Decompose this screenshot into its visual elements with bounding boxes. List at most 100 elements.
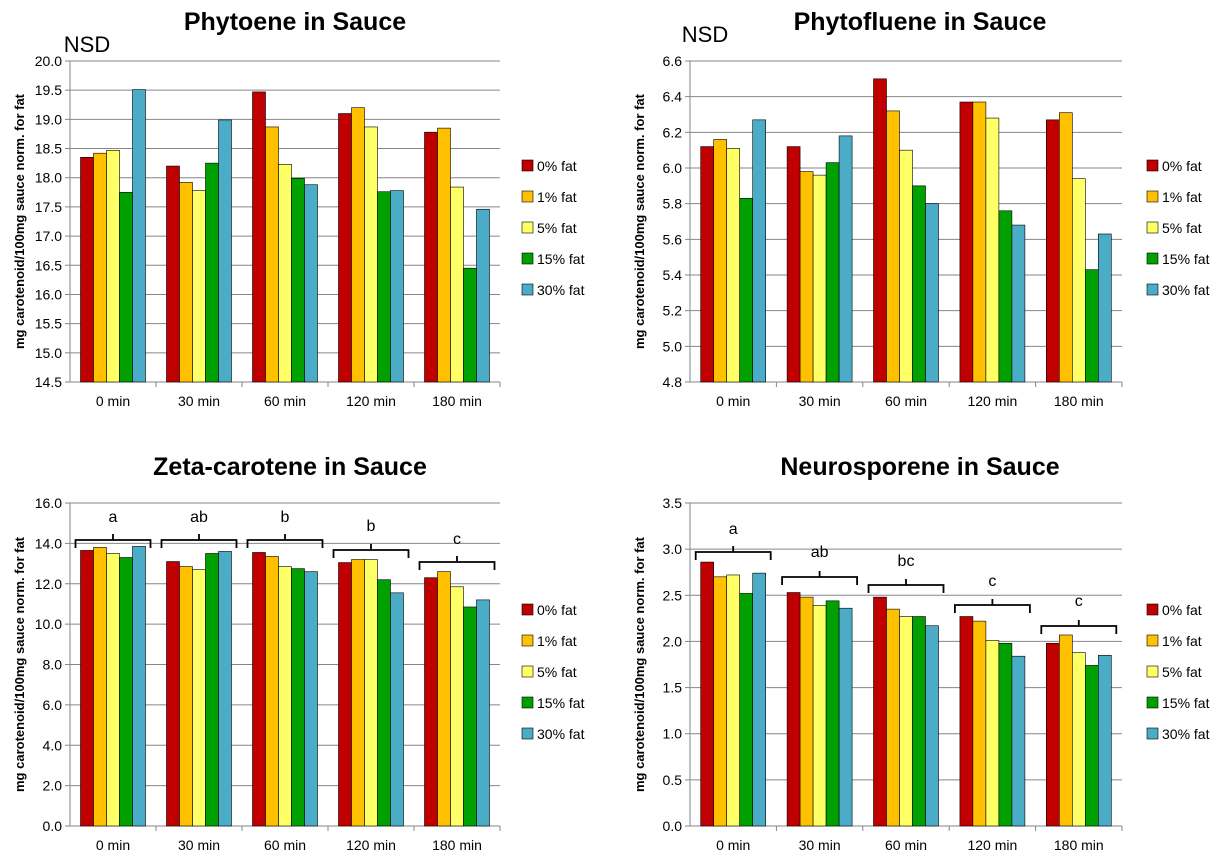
bar: [205, 553, 219, 827]
x-tick-label: 30 min: [178, 393, 220, 409]
x-tick-label: 60 min: [264, 837, 306, 853]
bar: [304, 571, 318, 827]
significance-bracket: [694, 546, 772, 560]
legend-label: 15% fat: [1162, 251, 1210, 267]
legend: 0% fat 1% fat 5% fat 15% fat 30% fat: [1146, 602, 1210, 742]
bar: [873, 596, 887, 827]
bar: [437, 571, 451, 827]
legend-swatch: [521, 665, 534, 678]
y-tick-label: 5.2: [663, 303, 683, 319]
bar: [463, 267, 477, 383]
significance-bracket: [246, 534, 324, 548]
chart-title: Phytoene in Sauce: [184, 8, 406, 36]
bar: [899, 616, 913, 827]
bar: [265, 126, 279, 383]
x-tick-label: 0 min: [716, 393, 750, 409]
bar: [739, 593, 754, 827]
y-tick-label: 6.6: [663, 53, 683, 69]
bar: [364, 559, 378, 827]
y-tick-label: 19.0: [35, 111, 62, 127]
y-tick-label: 0.0: [43, 818, 63, 834]
bar: [166, 165, 180, 383]
chart-title: Zeta-carotene in Sauce: [153, 453, 427, 481]
bar: [205, 162, 219, 383]
bar: [106, 149, 120, 383]
legend-swatch: [1146, 283, 1159, 296]
bar: [925, 625, 939, 827]
significance-label: bc: [898, 553, 915, 570]
bar: [364, 126, 378, 383]
significance-label: a: [729, 521, 738, 538]
bar: [1085, 269, 1099, 383]
bar: [119, 557, 133, 827]
legend-swatch: [1146, 252, 1159, 265]
bar: [912, 616, 926, 827]
bar: [799, 171, 814, 383]
bar: [265, 556, 279, 827]
bar: [377, 579, 391, 827]
x-tick-label: 180 min: [1054, 393, 1104, 409]
x-tick-label: 120 min: [967, 393, 1017, 409]
phytoene-chart: Phytoene in Sauce NSD 14.5 15.0 15.5 16.0 16.5…: [12, 8, 585, 409]
x-tick-label: 120 min: [346, 837, 396, 853]
bar: [218, 551, 232, 827]
neurosporene-chart: Neurosporene in Sauce 0.0 0.5 1.0 1.5 2.0 2.5 3…: [632, 453, 1210, 853]
bar: [252, 552, 266, 827]
bar: [390, 592, 404, 827]
y-tick-label: 4.0: [43, 737, 63, 753]
y-axis-label: mg carotenoid/100mg sauce norm. for fat: [12, 93, 27, 349]
y-tick-label: 12.0: [35, 576, 62, 592]
bar: [93, 547, 107, 827]
bar: [424, 577, 438, 827]
legend-label: 5% fat: [1162, 220, 1202, 236]
bar: [925, 203, 939, 383]
bar: [377, 191, 391, 383]
y-tick-label: 14.0: [35, 535, 62, 551]
bar: [812, 174, 827, 383]
legend-swatch: [521, 190, 534, 203]
legend-swatch: [521, 634, 534, 647]
bar: [192, 569, 206, 827]
y-tick-label: 18.0: [35, 170, 62, 186]
x-tick-label: 180 min: [1054, 837, 1104, 853]
significance-bracket: [1040, 620, 1118, 634]
legend-swatch: [521, 252, 534, 265]
legend-swatch: [521, 221, 534, 234]
bar: [739, 198, 754, 383]
legend-label: 30% fat: [537, 282, 585, 298]
legend-swatch: [521, 696, 534, 709]
legend: 0% fat 1% fat 5% fat 15% fat 30% fat: [1146, 158, 1210, 298]
legend-label: 30% fat: [537, 726, 585, 742]
bar: [179, 182, 193, 383]
chart-title: Phytofluene in Sauce: [794, 8, 1047, 36]
bar: [1072, 178, 1086, 383]
bar: [959, 616, 974, 827]
legend: 0% fat 1% fat 5% fat 15% fat 30% fat: [521, 158, 585, 298]
bar: [450, 586, 464, 827]
legend-label: 1% fat: [537, 189, 577, 205]
legend-swatch: [1146, 696, 1159, 709]
y-tick-label: 20.0: [35, 53, 62, 69]
y-tick-label: 2.0: [663, 633, 683, 649]
bar: [713, 139, 728, 383]
y-tick-label: 10.0: [35, 616, 62, 632]
bar: [972, 620, 987, 827]
bar: [700, 561, 715, 827]
y-tick-label: 2.5: [663, 587, 683, 603]
bar: [463, 606, 477, 827]
x-tick-label: 30 min: [799, 393, 841, 409]
y-tick-label: 1.0: [663, 726, 683, 742]
y-tick-label: 0.0: [663, 818, 683, 834]
significance-label: b: [281, 509, 290, 526]
bar: [304, 184, 318, 383]
legend-swatch: [1146, 221, 1159, 234]
bar: [825, 162, 840, 383]
bar: [424, 131, 438, 383]
bar: [166, 561, 180, 827]
bar: [218, 119, 232, 383]
bar: [812, 605, 827, 827]
y-tick-label: 5.0: [663, 338, 683, 354]
bar: [476, 208, 490, 383]
bar: [1059, 634, 1073, 827]
